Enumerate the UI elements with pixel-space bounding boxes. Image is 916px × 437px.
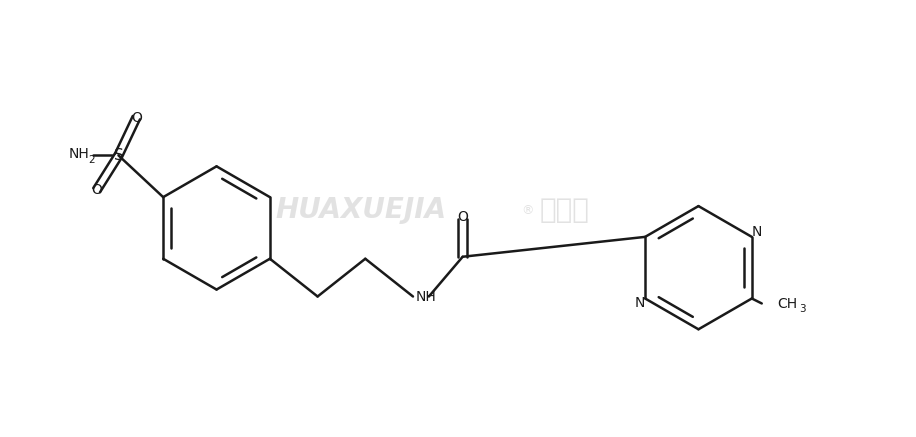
Text: HUAXUEJIA: HUAXUEJIA	[275, 196, 446, 224]
Text: N: N	[752, 225, 762, 239]
Text: 化学加: 化学加	[540, 196, 589, 224]
Text: NH: NH	[416, 289, 437, 304]
Text: O: O	[92, 183, 102, 197]
Text: O: O	[457, 210, 468, 224]
Text: CH: CH	[778, 298, 798, 312]
Text: N: N	[635, 296, 646, 310]
Text: O: O	[131, 111, 142, 125]
Text: 3: 3	[800, 305, 806, 314]
Text: NH: NH	[69, 147, 89, 161]
Text: 2: 2	[88, 156, 95, 165]
Text: S: S	[114, 148, 124, 163]
Text: ®: ®	[521, 204, 534, 217]
